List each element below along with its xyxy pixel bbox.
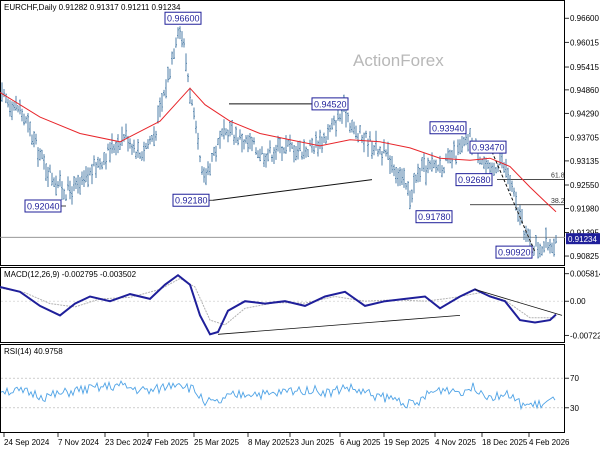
fib-level-label: 61.8 xyxy=(551,173,565,180)
price-label-text: 0.93470 xyxy=(472,143,505,153)
price-label-box xyxy=(495,245,533,259)
macd-panel-frame xyxy=(0,267,565,343)
macd-layer xyxy=(0,273,565,336)
price-label-text: 0.92680 xyxy=(458,175,491,185)
price-label-box xyxy=(469,140,507,154)
x-axis-label: 4 Nov 2025 xyxy=(435,438,476,447)
x-axis-label: 25 Mar 2025 xyxy=(194,438,239,447)
rsi-axis-label: 70 xyxy=(570,374,579,383)
price-axis-label: 0.94860 xyxy=(570,86,599,95)
watermark-text: ActionForex xyxy=(353,51,444,70)
x-axis-label: 23 Jun 2025 xyxy=(290,438,335,447)
last-price-tag xyxy=(566,233,600,245)
price-axis-label: 0.94290 xyxy=(570,109,599,118)
x-axis-label: 4 Feb 2026 xyxy=(529,438,570,447)
price-axis-label: 0.93135 xyxy=(570,157,599,166)
rsi-title: RSI(14) 40.9758 xyxy=(4,347,63,356)
macd-trendline xyxy=(474,289,563,316)
price-label-box xyxy=(429,121,467,135)
price-label-box xyxy=(455,173,493,187)
price-label-text: 0.92180 xyxy=(175,196,208,206)
macd-axis-label: 0.005814 xyxy=(570,270,600,279)
price-label-text: 0.93940 xyxy=(432,123,465,133)
price-label-box xyxy=(172,193,210,207)
axis-layer: 0.96600 0.96015 0.95415 0.94860 0.94290 0.937… xyxy=(3,14,600,447)
x-axis-label: 18 Dec 2025 xyxy=(482,438,528,447)
price-panel-frame xyxy=(0,0,565,266)
price-axis-label: 0.90825 xyxy=(570,252,599,261)
macd-signal-line xyxy=(0,277,556,326)
x-axis-label: 7 Nov 2024 xyxy=(58,438,99,447)
macd-trendline xyxy=(217,315,461,335)
price-axis-label: 0.91980 xyxy=(570,204,599,213)
fib-level-label: 38.2 xyxy=(551,198,565,205)
rsi-line xyxy=(0,380,556,411)
x-axis-label: 24 Sep 2024 xyxy=(4,438,50,447)
price-label-box xyxy=(164,11,202,25)
macd-title: MACD(12,26,9) -0.002795 -0.003502 xyxy=(4,270,137,279)
price-axis-label: 0.96015 xyxy=(570,38,599,47)
macd-axis-label: 0.00 xyxy=(570,297,586,306)
price-label-text: 0.94520 xyxy=(314,99,347,109)
price-axis-label: 0.96600 xyxy=(570,14,599,23)
x-axis-label: 23 Dec 2024 xyxy=(105,438,151,447)
price-axis-label: 0.91395 xyxy=(570,229,599,238)
x-axis-label: 6 Aug 2025 xyxy=(340,438,381,447)
rsi-panel-frame xyxy=(0,344,565,433)
price-axis-label: 0.93705 xyxy=(570,133,599,142)
last-price-text: 0.91234 xyxy=(568,235,597,244)
price-label-text: 0.96600 xyxy=(167,14,200,24)
price-axis-label: 0.92550 xyxy=(570,181,599,190)
rsi-layer xyxy=(0,377,565,411)
price-label-box xyxy=(415,210,453,224)
price-label-box xyxy=(24,199,62,213)
price-label-text: 0.92040 xyxy=(27,202,60,212)
price-label-box xyxy=(311,97,349,111)
price-trendline xyxy=(212,179,373,201)
price-layer: 0.96600 0.94520 0.93940 0.93470 0.92680 0.920… xyxy=(0,11,565,259)
macd-axis-label: -0.007222 xyxy=(570,331,600,340)
macd-main-line xyxy=(0,273,557,336)
price-trendline xyxy=(489,146,536,253)
x-axis-label: 8 May 2025 xyxy=(248,438,290,447)
price-label-text: 0.91780 xyxy=(418,212,451,222)
moving-average-line xyxy=(0,87,557,213)
chart-title: EURCHF,Daily 0.91282 0.91317 0.91211 0.9… xyxy=(4,3,181,12)
rsi-axis-label: 30 xyxy=(570,404,579,413)
price-axis-label: 0.95415 xyxy=(570,63,599,72)
price-label-text: 0.90920 xyxy=(498,248,531,258)
x-axis-label: 19 Sep 2025 xyxy=(384,438,430,447)
x-axis-label: 7 Feb 2025 xyxy=(148,438,189,447)
